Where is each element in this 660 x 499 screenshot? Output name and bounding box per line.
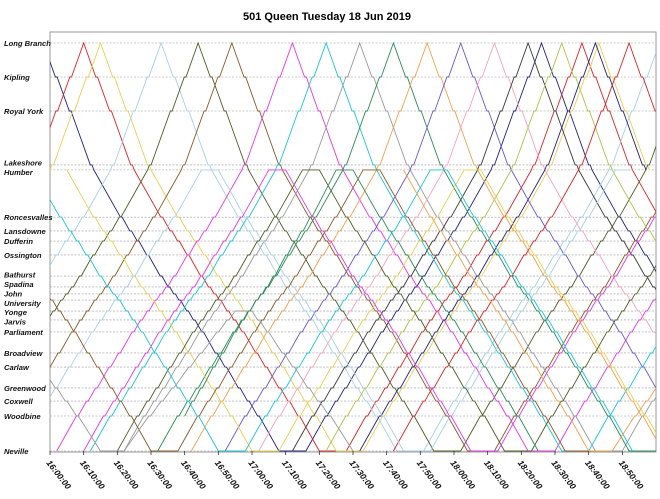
- x-tick-label: 17:20:00: [314, 458, 343, 491]
- x-tick-label: 16:40:00: [179, 458, 208, 491]
- station-label: John: [4, 289, 23, 298]
- x-tick-label: 16:10:00: [78, 458, 107, 491]
- trip-line: [184, 169, 539, 452]
- trip-line: [393, 41, 656, 452]
- trip-line: [403, 169, 656, 452]
- x-tick-label: 17:10:00: [280, 458, 309, 491]
- station-label: Woodbine: [4, 412, 41, 421]
- station-label: Jarvis: [4, 318, 26, 327]
- x-tick-label: 18:10:00: [482, 458, 511, 491]
- chart-title: 501 Queen Tuesday 18 Jun 2019: [243, 11, 411, 23]
- station-label: Neville: [4, 447, 29, 456]
- station-label: Spadina: [4, 280, 34, 289]
- trip-line: [50, 169, 633, 452]
- x-tick-label: 16:50:00: [213, 458, 242, 491]
- trip-line: [50, 41, 656, 452]
- trip-line: [50, 169, 592, 452]
- trip-line: [50, 169, 633, 452]
- station-label: Parliament: [4, 328, 43, 337]
- x-tick-label: 16:00:00: [44, 458, 73, 491]
- station-label: Broadview: [4, 349, 43, 358]
- trip-line: [191, 41, 656, 452]
- x-tick-label: 16:20:00: [112, 458, 141, 491]
- trip-lines: [50, 41, 656, 452]
- trip-line: [50, 41, 656, 452]
- trip-line: [83, 169, 656, 452]
- trip-line: [224, 41, 656, 452]
- x-tick-label: 17:50:00: [415, 458, 444, 491]
- x-tick-label: 17:30:00: [347, 458, 376, 491]
- station-label: Roncesvalles: [4, 213, 53, 222]
- station-labels: Long Branch Kipling Royal York LakeshoreHum…: [4, 39, 53, 456]
- station-label: Humber: [4, 168, 34, 177]
- trip-line: [325, 41, 656, 452]
- station-label: Lakeshore: [4, 159, 43, 168]
- time-axis: 16:00:00 16:10:00 16:20:00 16:30:00 16:40:00…: [44, 451, 646, 491]
- x-tick-label: 18:00:00: [448, 458, 477, 491]
- trip-line: [292, 41, 656, 452]
- station-label: Kipling: [4, 73, 30, 82]
- x-tick-label: 16:30:00: [145, 458, 174, 491]
- trip-line: [258, 41, 656, 452]
- x-tick-label: 18:20:00: [516, 458, 545, 491]
- x-tick-label: 17:00:00: [246, 458, 275, 491]
- x-tick-label: 18:40:00: [583, 458, 612, 491]
- station-label: Ossington: [4, 251, 42, 260]
- x-tick-label: 18:30:00: [549, 458, 578, 491]
- trip-line: [66, 169, 656, 452]
- station-label: Long Branch: [4, 39, 51, 48]
- trip-line: [116, 169, 656, 452]
- station-label: Greenwood: [4, 384, 46, 393]
- trip-line: [359, 41, 647, 452]
- station-label: Yonge: [4, 308, 28, 317]
- trip-line: [50, 310, 354, 452]
- station-label: Dufferin: [4, 237, 33, 246]
- station-label: Bathurst: [4, 270, 36, 279]
- x-tick-label: 17:40:00: [381, 458, 410, 491]
- station-label: Lansdowne: [4, 227, 47, 236]
- x-tick-label: 18:50:00: [617, 458, 646, 491]
- station-label: Carlaw: [4, 363, 30, 372]
- station-label: Coxwell: [4, 397, 34, 406]
- station-label: University: [4, 299, 41, 308]
- station-label: Royal York: [4, 107, 44, 116]
